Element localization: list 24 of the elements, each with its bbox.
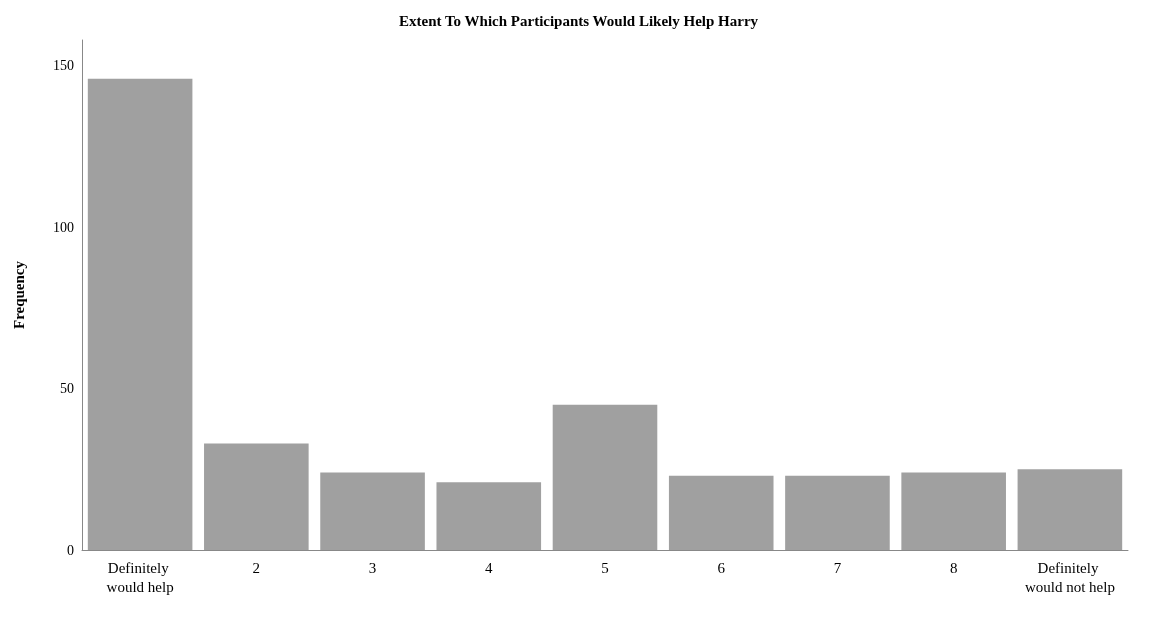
bar xyxy=(204,443,309,550)
x-tick-label: 7 xyxy=(833,559,842,576)
bar xyxy=(785,475,890,550)
bar xyxy=(552,404,658,550)
x-tick-label: Definitely would help xyxy=(106,559,174,595)
chart-title: Extent To Which Participants Would Likely Help Harry xyxy=(398,12,759,29)
x-tick-label: 3 xyxy=(368,559,377,576)
bar xyxy=(320,472,425,550)
y-tick-label: 50 xyxy=(60,381,74,397)
y-tick-label: 150 xyxy=(53,58,74,74)
x-tick-label: 5 xyxy=(601,559,609,576)
y-tick-label: 0 xyxy=(67,542,74,558)
y-axis-title: Frequency xyxy=(10,260,27,330)
x-tick-label: 8 xyxy=(949,559,958,576)
x-tick-label: 4 xyxy=(485,559,494,576)
x-tick-label: 2 xyxy=(252,559,261,576)
y-tick-label: 100 xyxy=(53,219,74,235)
bar xyxy=(1017,469,1123,550)
x-tick-label: 6 xyxy=(717,559,726,576)
bar xyxy=(87,78,193,550)
bar xyxy=(436,482,542,550)
x-tick-label: Definitely would not help xyxy=(1024,559,1115,595)
bar xyxy=(901,472,1006,550)
bar xyxy=(668,475,774,550)
